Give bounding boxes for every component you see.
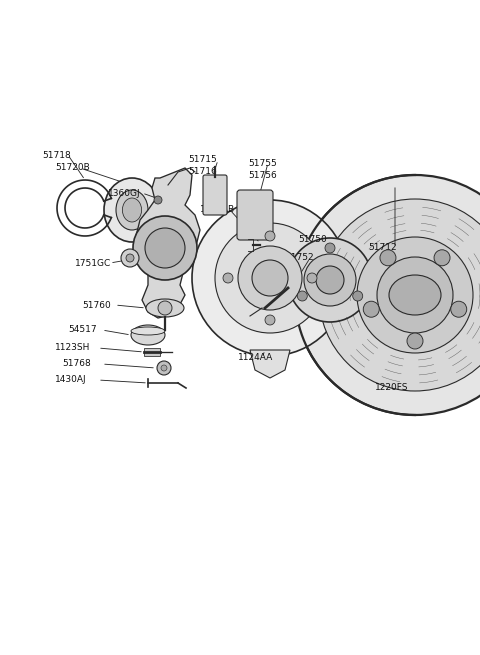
- Circle shape: [434, 250, 450, 266]
- Circle shape: [158, 301, 172, 315]
- Text: 1360GJ: 1360GJ: [108, 189, 141, 198]
- Text: 1430AJ: 1430AJ: [55, 375, 86, 384]
- Ellipse shape: [389, 275, 441, 315]
- Text: 51750: 51750: [298, 236, 327, 244]
- Text: 1220FS: 1220FS: [375, 383, 408, 392]
- Text: 1751GC: 1751GC: [75, 259, 111, 267]
- Circle shape: [161, 365, 167, 371]
- Text: 51712: 51712: [368, 244, 396, 252]
- Circle shape: [319, 199, 480, 391]
- Circle shape: [192, 200, 348, 356]
- Circle shape: [154, 196, 162, 204]
- Circle shape: [265, 315, 275, 325]
- Text: 51756: 51756: [248, 170, 277, 179]
- Circle shape: [407, 333, 423, 349]
- Text: 1125AB: 1125AB: [200, 206, 235, 214]
- Circle shape: [238, 246, 302, 310]
- Circle shape: [252, 260, 288, 296]
- Text: 51715: 51715: [188, 155, 217, 164]
- Circle shape: [215, 223, 325, 333]
- Text: 51760: 51760: [82, 301, 111, 310]
- Text: 51718: 51718: [42, 151, 71, 160]
- Circle shape: [133, 216, 197, 280]
- Circle shape: [223, 273, 233, 283]
- Ellipse shape: [146, 299, 184, 317]
- Ellipse shape: [116, 190, 148, 230]
- Circle shape: [157, 361, 171, 375]
- Ellipse shape: [104, 178, 160, 242]
- Circle shape: [145, 228, 185, 268]
- Polygon shape: [135, 168, 200, 318]
- Circle shape: [121, 249, 139, 267]
- Circle shape: [380, 250, 396, 266]
- Text: 1123SH: 1123SH: [55, 343, 90, 352]
- Circle shape: [126, 254, 134, 262]
- FancyBboxPatch shape: [203, 175, 227, 215]
- Bar: [144, 348, 160, 356]
- Ellipse shape: [131, 327, 165, 335]
- Circle shape: [288, 238, 372, 322]
- Ellipse shape: [122, 198, 142, 222]
- Text: 51720B: 51720B: [55, 164, 90, 172]
- Text: 51752: 51752: [285, 253, 313, 263]
- Circle shape: [357, 237, 473, 353]
- Circle shape: [295, 175, 480, 415]
- Circle shape: [304, 254, 356, 306]
- Circle shape: [325, 243, 335, 253]
- Text: 51768: 51768: [62, 360, 91, 369]
- Circle shape: [316, 266, 344, 294]
- Circle shape: [377, 257, 453, 333]
- Circle shape: [353, 291, 363, 301]
- Polygon shape: [250, 350, 290, 378]
- Circle shape: [307, 273, 317, 283]
- Circle shape: [265, 231, 275, 241]
- Text: 54517: 54517: [68, 326, 96, 335]
- Circle shape: [363, 301, 379, 317]
- Text: 51716: 51716: [188, 168, 217, 176]
- Circle shape: [297, 291, 307, 301]
- Text: 1124AA: 1124AA: [238, 354, 273, 362]
- Circle shape: [451, 301, 467, 317]
- FancyBboxPatch shape: [237, 190, 273, 240]
- Ellipse shape: [131, 325, 165, 345]
- Text: 51755: 51755: [248, 159, 277, 168]
